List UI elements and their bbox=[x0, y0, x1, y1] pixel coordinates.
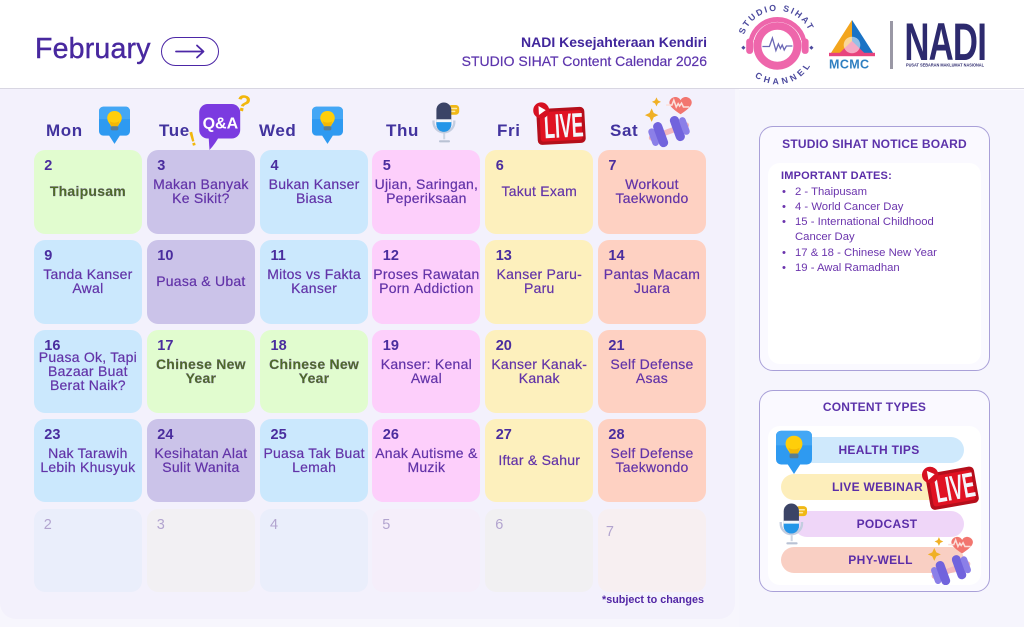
svg-text:PUSAT SEBARAN MAKLUMAT NASIONA: PUSAT SEBARAN MAKLUMAT NASIONAL bbox=[906, 63, 984, 68]
svg-text:!: ! bbox=[187, 128, 199, 151]
svg-text:NADI: NADI bbox=[905, 17, 986, 71]
svg-text:MCMC: MCMC bbox=[829, 58, 869, 71]
svg-text:Q&A: Q&A bbox=[203, 116, 239, 133]
svg-text:LIVE: LIVE bbox=[932, 465, 978, 510]
svg-text:LIVE: LIVE bbox=[543, 105, 584, 146]
